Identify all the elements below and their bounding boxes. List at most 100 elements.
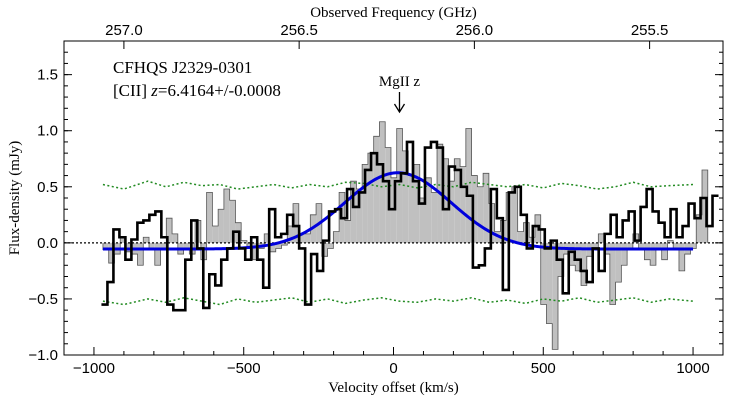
grey-bar	[690, 242, 697, 249]
grey-bar	[552, 242, 559, 350]
grey-bar	[471, 175, 478, 243]
y-axis-label: Flux-density (mJy)	[7, 141, 23, 256]
grey-bar	[160, 242, 167, 249]
grey-bar	[321, 242, 328, 257]
grey-bar	[678, 242, 685, 271]
grey-bar	[373, 136, 380, 243]
grey-bar	[327, 242, 334, 249]
grey-bar	[212, 226, 219, 243]
grey-bar	[655, 242, 662, 249]
grey-bar	[517, 231, 524, 243]
mgii-marker-arrowhead	[393, 103, 406, 114]
grey-bar	[223, 189, 230, 243]
mgii-marker-label: MgII z	[379, 74, 421, 90]
top-tick-label: 256.0	[456, 22, 494, 39]
grey-bar	[627, 242, 633, 249]
grey-bar	[350, 181, 357, 243]
grey-bar	[275, 242, 282, 249]
grey-bar	[592, 242, 599, 249]
grey-bar	[673, 242, 679, 249]
y-tick-label: 1.5	[37, 67, 58, 84]
grey-bar	[408, 175, 414, 243]
grey-bar	[166, 218, 173, 243]
grey-bar	[344, 220, 351, 243]
black-step-line	[101, 140, 719, 312]
axis-ticks: −1000 −500 0 500 1000 −1.0 −0.5 0.0 0.5 1.0 1.5 257…	[28, 22, 724, 377]
grey-bar	[137, 242, 144, 266]
grey-bar	[581, 242, 587, 286]
top-tick-label: 257.0	[105, 22, 143, 39]
grey-bar	[638, 242, 645, 249]
y-tick-label: −0.5	[28, 291, 58, 308]
x-tick-label: 500	[531, 360, 556, 377]
grey-bar	[402, 150, 409, 243]
grey-bar	[425, 177, 432, 243]
grey-bar	[442, 158, 449, 243]
grey-bar	[696, 214, 703, 243]
grey-bar	[229, 200, 236, 243]
top-axis-label: Observed Frequency (GHz)	[310, 5, 477, 21]
grey-bar	[362, 164, 368, 243]
grey-bar	[569, 242, 576, 266]
grey-bar	[304, 233, 311, 243]
grey-bar	[644, 242, 651, 260]
x-tick-label: 0	[389, 360, 397, 377]
x-tick-label: 1000	[676, 360, 709, 377]
grey-bar	[154, 242, 161, 266]
y-tick-label: 0.5	[37, 179, 58, 196]
grey-bar	[546, 242, 553, 324]
grey-bar	[287, 226, 294, 243]
grey-bar	[477, 186, 484, 243]
grey-bar	[102, 242, 109, 250]
noise-envelope-series	[102, 180, 694, 306]
object-name-annotation: CFHQS J2329-0301	[113, 58, 252, 77]
grey-bar	[598, 233, 605, 243]
y-tick-label: 0.0	[37, 235, 58, 252]
grey-bar	[454, 158, 461, 243]
noise-lower-line	[102, 297, 694, 306]
noise-upper-line	[102, 180, 694, 190]
grey-bar	[667, 240, 674, 243]
grey-bar	[149, 242, 155, 249]
grey-bar	[264, 233, 270, 243]
grey-bar	[483, 173, 489, 243]
redshift-z-symbol: z	[150, 81, 158, 100]
grey-bar	[241, 240, 247, 243]
grey-bar	[281, 242, 288, 246]
grey-bar	[206, 192, 213, 243]
redshift-line-prefix: [CII]	[113, 81, 151, 100]
grey-bar	[621, 242, 628, 266]
grey-bar	[143, 237, 150, 243]
x-axis-label: Velocity offset (km/s)	[328, 380, 459, 396]
x-tick-label: −500	[227, 360, 261, 377]
grey-bar	[218, 209, 224, 243]
redshift-annotation: [CII] z=6.4164+/-0.0008	[113, 81, 281, 100]
grey-bar	[511, 186, 518, 243]
y-tick-label: −1.0	[28, 347, 58, 364]
grey-bar	[702, 169, 708, 243]
grey-bar	[333, 231, 340, 243]
grey-bar	[125, 242, 132, 252]
grey-bar	[615, 242, 622, 283]
redshift-value: =6.4164+/-0.0008	[158, 81, 281, 100]
grey-bar	[419, 198, 426, 243]
grey-bar	[356, 189, 363, 243]
grey-bar	[540, 242, 547, 305]
grey-bar	[661, 242, 668, 260]
grey-bar	[448, 181, 455, 243]
top-tick-label: 255.5	[631, 22, 669, 39]
grey-bar	[183, 242, 190, 249]
grey-bar	[269, 242, 276, 252]
grey-bar	[431, 192, 438, 243]
grey-bar	[396, 128, 403, 243]
y-tick-label: 1.0	[37, 123, 58, 140]
grey-bar	[575, 242, 582, 271]
grey-bar	[246, 242, 253, 249]
x-tick-label: −1000	[73, 360, 115, 377]
grey-bar	[609, 242, 616, 305]
grey-bar	[367, 153, 374, 243]
grey-bar	[108, 242, 115, 264]
grey-bar	[460, 166, 466, 243]
grey-bar	[298, 233, 305, 243]
